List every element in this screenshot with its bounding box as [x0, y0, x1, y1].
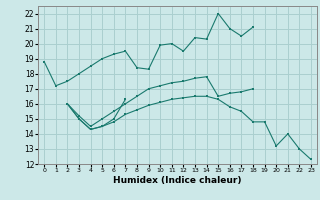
X-axis label: Humidex (Indice chaleur): Humidex (Indice chaleur)	[113, 176, 242, 185]
